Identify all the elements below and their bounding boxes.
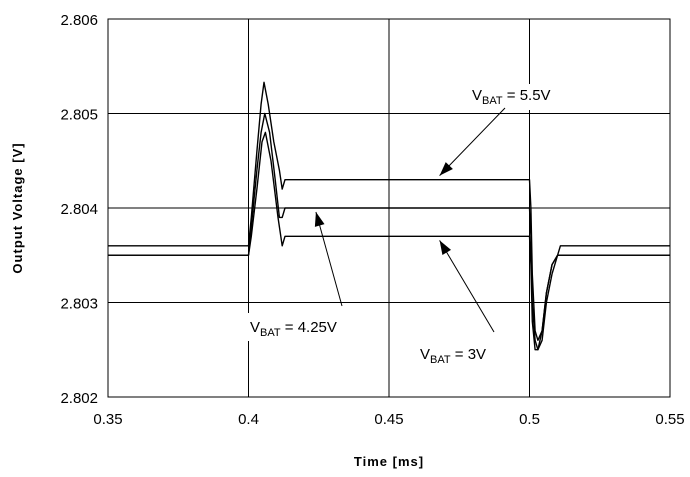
annotation-vbat-4-25-arrowhead [314,212,325,227]
x-tick-label: 0.5 [519,411,540,428]
x-tick-label: 0.55 [655,411,684,428]
x-tick-label: 0.35 [93,411,122,428]
svg-text:VBAT = 5.5V: VBAT = 5.5V [472,87,551,107]
svg-text:VBAT = 4.25V: VBAT = 4.25V [250,319,337,339]
x-tick-label: 0.4 [238,411,259,428]
annotation-vbat-4-25-main: V [250,319,260,336]
annotation-vbat-3-arrow [439,240,495,333]
annotations-group: VBAT = 5.5V VBAT = 4.25V VBAT = 3V [238,84,570,368]
annotation-vbat-4-25-value: = 4.25V [281,319,337,336]
series-line-2 [108,112,670,351]
annotation-vbat-5-5-sub: BAT [482,95,503,107]
annotation-vbat-3-main: V [420,346,430,363]
y-tick-label: 2.802 [60,390,98,407]
annotation-vbat-4-25-arrow [315,211,343,307]
plot-area [107,18,671,398]
annotation-vbat-5-5: VBAT = 5.5V [439,84,570,176]
annotation-vbat-3-sub: BAT [430,354,451,366]
svg-text:VBAT = 3V: VBAT = 3V [420,346,486,366]
annotation-vbat-3-arrowhead [439,240,452,255]
y-axis-title: Output Voltage [V] [10,142,25,273]
annotation-vbat-5-5-arrow [439,107,506,176]
annotation-vbat-4-25: VBAT = 4.25V [238,211,368,341]
annotation-vbat-5-5-arrowhead [439,162,453,176]
y-tick-label: 2.804 [60,201,98,218]
series-group [108,81,670,351]
x-axis-title: Time [ms] [354,454,424,469]
tick-labels: 0.35 0.4 0.45 0.5 0.55 2.802 2.803 2.804 2.805 2.… [60,12,684,428]
x-tick-label: 0.45 [374,411,403,428]
y-tick-label: 2.806 [60,12,98,29]
annotation-vbat-5-5-main: V [472,87,482,104]
y-tick-label: 2.805 [60,107,98,124]
annotation-vbat-4-25-sub: BAT [260,327,281,339]
annotation-vbat-3-value: = 3V [451,346,486,363]
y-tick-label: 2.803 [60,296,98,313]
annotation-vbat-3: VBAT = 3V [408,240,504,368]
series-line-3 [108,131,670,351]
annotation-vbat-5-5-value: = 5.5V [503,87,551,104]
